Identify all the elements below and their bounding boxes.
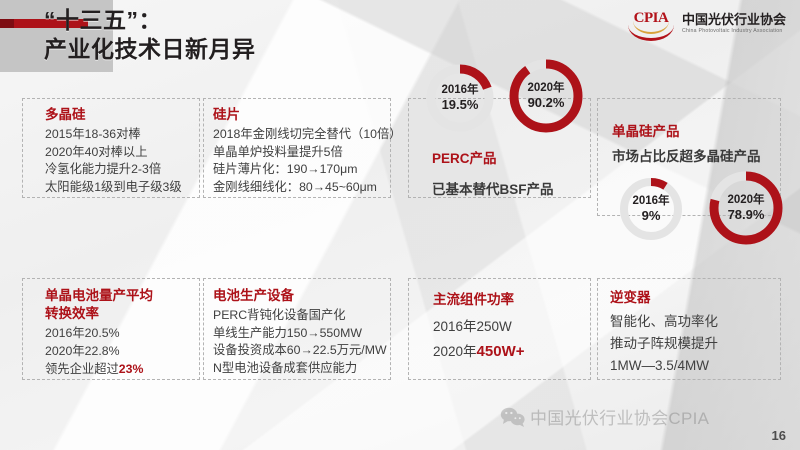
box-mono-silicon bbox=[597, 98, 781, 216]
box-module-power-line-2-prefix: 2020年 bbox=[433, 343, 477, 359]
cpia-logo: CPIA 中国光伏行业协会 China Photovoltaic Industr… bbox=[627, 9, 786, 41]
box-inverter: 逆变器 智能化、高功率化 推动子阵规模提升 1MW—3.5/4MW bbox=[597, 278, 781, 380]
box-cell-efficiency-highlight: 23% bbox=[118, 361, 144, 376]
donut-mono-2016-value: 9% bbox=[641, 208, 661, 224]
box-wafer-line-1: 2018年金刚线切完全替代（10倍） bbox=[213, 127, 402, 142]
box-cell-efficiency: 单晶电池量产平均 转换效率 2016年20.5% 2020年22.8% 领先企业… bbox=[22, 278, 200, 380]
box-cell-efficiency-line-2: 2020年22.8% bbox=[45, 344, 120, 359]
box-module-power: 主流组件功率 2016年250W 2020年450W+ bbox=[408, 278, 591, 380]
donut-mono-2016-svg bbox=[620, 178, 682, 240]
box-wafer-line-3: 硅片薄片化：190→170μm bbox=[213, 162, 358, 177]
perc-title: PERC产品 bbox=[432, 151, 497, 166]
box-module-power-line-2: 2020年450W+ bbox=[433, 339, 590, 365]
box-module-power-line-1: 2016年250W bbox=[433, 319, 512, 335]
donut-perc-2020-svg bbox=[509, 59, 583, 133]
header-red-bar bbox=[0, 19, 88, 28]
logo-swoosh-gold-icon bbox=[632, 21, 669, 34]
page-number: 16 bbox=[771, 428, 786, 443]
perc-subtitle: 已基本替代BSF产品 bbox=[432, 182, 554, 197]
donut-mono-2016: 2016年 9% bbox=[618, 176, 684, 242]
box-cell-equipment-line-2: 单线生产能力150→550MW bbox=[213, 325, 362, 340]
donut-perc-2020: 2020年 90.2% bbox=[506, 56, 586, 136]
box-cell-equipment-line-3: 设备投资成本60→22.5万元/MW bbox=[213, 343, 387, 358]
page-title-line1: “十三五”： bbox=[44, 7, 162, 33]
box-wafer: 硅片 2018年金刚线切完全替代（10倍） 单晶单炉投料量提升5倍 硅片薄片化：… bbox=[203, 98, 402, 198]
box-cell-efficiency-line-3-prefix: 领先企业超过 bbox=[45, 361, 119, 376]
cpia-logo-mark-icon: CPIA bbox=[627, 9, 675, 41]
box-cell-efficiency-title-2: 转换效率 bbox=[45, 306, 99, 322]
box-polysilicon-line-1: 2015年18-36对棒 bbox=[45, 127, 141, 142]
donut-perc-2016: 2016年 19.5% bbox=[424, 62, 496, 134]
box-perc bbox=[408, 98, 591, 198]
box-polysilicon-title: 多晶硅 bbox=[45, 107, 86, 122]
donut-mono-2016-year: 2016年 bbox=[632, 195, 670, 208]
box-polysilicon: 多晶硅 2015年18-36对棒 2020年40对棒以上 冷氢化能力提升2-3倍… bbox=[22, 98, 200, 198]
donut-perc-2016-label: 2016年 19.5% bbox=[435, 73, 485, 123]
donut-mono-2020: 2020年 78.9% bbox=[706, 168, 786, 248]
donut-perc-2020-year: 2020年 bbox=[527, 82, 565, 95]
box-inverter-line-1: 智能化、高功率化 bbox=[610, 314, 718, 330]
donut-mono-2016-label: 2016年 9% bbox=[628, 186, 674, 232]
logo-swoosh-red-icon bbox=[627, 25, 674, 41]
box-inverter-title: 逆变器 bbox=[610, 290, 651, 305]
page-title-line2: 产业化技术日新月异 bbox=[44, 36, 256, 63]
wechat-icon bbox=[500, 407, 525, 427]
box-inverter-line-3: 1MW—3.5/4MW bbox=[610, 357, 710, 373]
donut-mono-2020-svg bbox=[709, 171, 783, 245]
donut-mono-2020-value: 78.9% bbox=[727, 207, 765, 223]
box-polysilicon-line-4: 太阳能级1级到电子级3级 bbox=[45, 179, 182, 194]
box-cell-equipment-line-1: PERC背钝化设备国产化 bbox=[213, 308, 346, 323]
donut-perc-2016-year: 2016年 bbox=[441, 84, 479, 97]
donut-perc-2016-svg bbox=[426, 64, 494, 132]
footer-watermark-text: 中国光伏行业协会CPIA bbox=[530, 409, 710, 428]
donut-mono-2020-label: 2020年 78.9% bbox=[718, 180, 774, 236]
logo-name-en: China Photovoltaic Industry Association bbox=[681, 28, 783, 35]
box-cell-efficiency-line-1: 2016年20.5% bbox=[45, 326, 120, 341]
header-red-bar-accent bbox=[0, 19, 14, 28]
footer-watermark: 中国光伏行业协会CPIA bbox=[500, 404, 709, 429]
donut-perc-2016-value: 19.5% bbox=[441, 97, 479, 113]
box-wafer-line-2: 单晶单炉投料量提升5倍 bbox=[213, 144, 343, 159]
box-cell-equipment-line-4: N型电池设备成套供应能力 bbox=[213, 360, 358, 375]
page-title: “十三五”： 产业化技术日新月异 bbox=[44, 6, 604, 65]
logo-text-block: 中国光伏行业协会 China Photovoltaic Industry Ass… bbox=[681, 11, 786, 35]
donut-perc-2020-value: 90.2% bbox=[527, 95, 565, 111]
box-cell-efficiency-line-3: 领先企业超过23% bbox=[45, 361, 199, 379]
box-inverter-line-2: 推动子阵规模提升 bbox=[610, 336, 718, 352]
box-cell-equipment: 电池生产设备 PERC背钝化设备国产化 单线生产能力150→550MW 设备投资… bbox=[203, 278, 391, 380]
box-module-power-title: 主流组件功率 bbox=[433, 292, 514, 307]
donut-mono-2020-year: 2020年 bbox=[727, 194, 765, 207]
box-cell-efficiency-title-1: 单晶电池量产平均 bbox=[45, 288, 153, 303]
box-polysilicon-line-2: 2020年40对棒以上 bbox=[45, 144, 148, 159]
box-polysilicon-line-3: 冷氢化能力提升2-3倍 bbox=[45, 162, 162, 177]
donut-perc-2020-label: 2020年 90.2% bbox=[518, 68, 574, 124]
wechat-icon-svg bbox=[500, 407, 525, 427]
box-module-power-highlight: 450W+ bbox=[476, 342, 525, 360]
box-cell-equipment-title: 电池生产设备 bbox=[213, 288, 294, 303]
box-wafer-line-4: 金刚线细线化：80→45~60μm bbox=[213, 179, 377, 194]
logo-name-cn: 中国光伏行业协会 bbox=[681, 11, 786, 27]
mono-title: 单晶硅产品 bbox=[612, 124, 680, 139]
mono-subtitle: 市场占比反超多晶硅产品 bbox=[612, 149, 761, 164]
header-gray-block bbox=[0, 0, 113, 72]
box-wafer-title: 硅片 bbox=[213, 107, 240, 122]
